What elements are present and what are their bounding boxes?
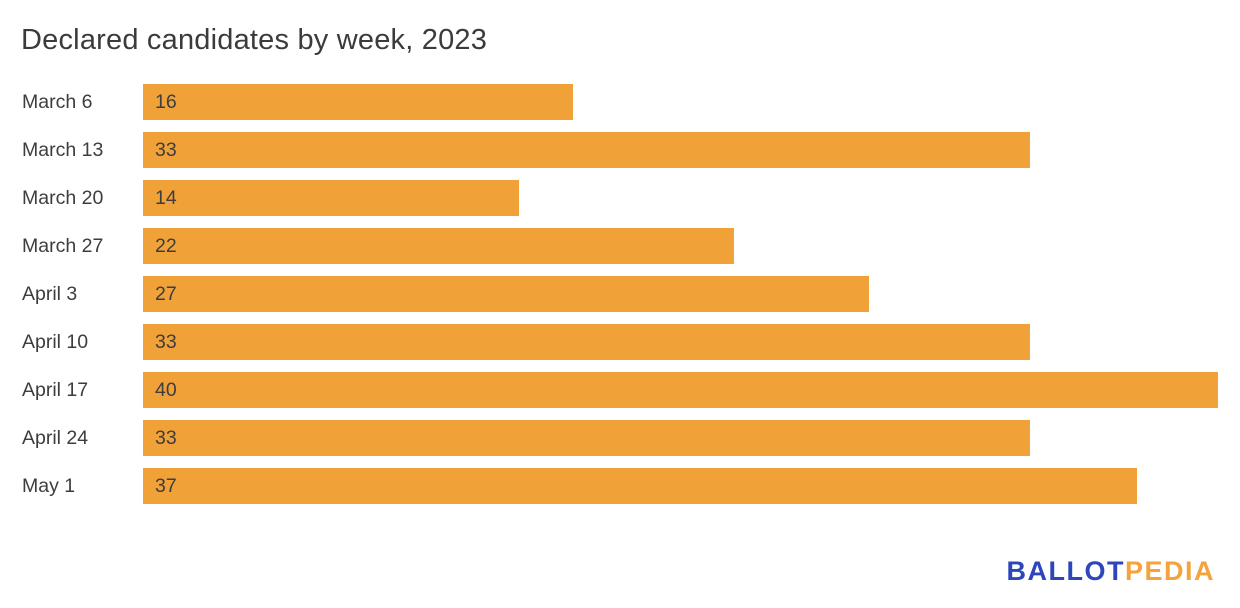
category-label: April 24 [22,426,89,449]
bar: 33 [143,420,1030,456]
bar-track: 16 [143,84,1218,120]
bar-value-label: 33 [155,330,177,353]
bar: 40 [143,372,1218,408]
bar-value-label: 27 [155,282,177,305]
bar-value-label: 22 [155,234,177,257]
bar-track: 14 [143,180,1218,216]
bar-track: 22 [143,228,1218,264]
chart-row: April 17 40 [0,372,1240,408]
bar-track: 40 [143,372,1218,408]
bar: 37 [143,468,1138,504]
bar-track: 37 [143,468,1218,504]
chart-title: Declared candidates by week, 2023 [21,24,488,56]
bar-track: 27 [143,276,1218,312]
logo-text-ballot: BALLOT [1006,556,1125,586]
bar-value-label: 33 [155,426,177,449]
bar-value-label: 33 [155,138,177,161]
ballotpedia-logo: BALLOTPEDIA [1006,556,1215,587]
bar: 14 [143,180,520,216]
category-label: March 13 [22,138,104,161]
category-label: April 3 [22,282,78,305]
chart-row: March 27 22 [0,228,1240,264]
bar: 22 [143,228,735,264]
category-label: March 20 [22,186,104,209]
bar-value-label: 16 [155,90,177,113]
bar: 27 [143,276,869,312]
bar-value-label: 14 [155,186,177,209]
category-label: April 10 [22,330,89,353]
bar-track: 33 [143,132,1218,168]
bar-value-label: 37 [155,474,177,497]
category-label: March 6 [22,90,93,113]
bar-value-label: 40 [155,378,177,401]
bar: 16 [143,84,573,120]
bar: 33 [143,132,1030,168]
logo-text-pedia: PEDIA [1124,556,1215,586]
chart-row: April 24 33 [0,420,1240,456]
chart-row: May 1 37 [0,468,1240,504]
category-label: April 17 [22,378,89,401]
chart-row: March 6 16 [0,84,1240,120]
bar-track: 33 [143,324,1218,360]
chart-row: March 13 33 [0,132,1240,168]
bar-chart: March 6 16 March 13 33 March 20 14 March 27 22 A… [0,84,1240,516]
bar-track: 33 [143,420,1218,456]
chart-row: March 20 14 [0,180,1240,216]
chart-row: April 3 27 [0,276,1240,312]
category-label: May 1 [22,474,76,497]
chart-row: April 10 33 [0,324,1240,360]
category-label: March 27 [22,234,104,257]
bar: 33 [143,324,1030,360]
